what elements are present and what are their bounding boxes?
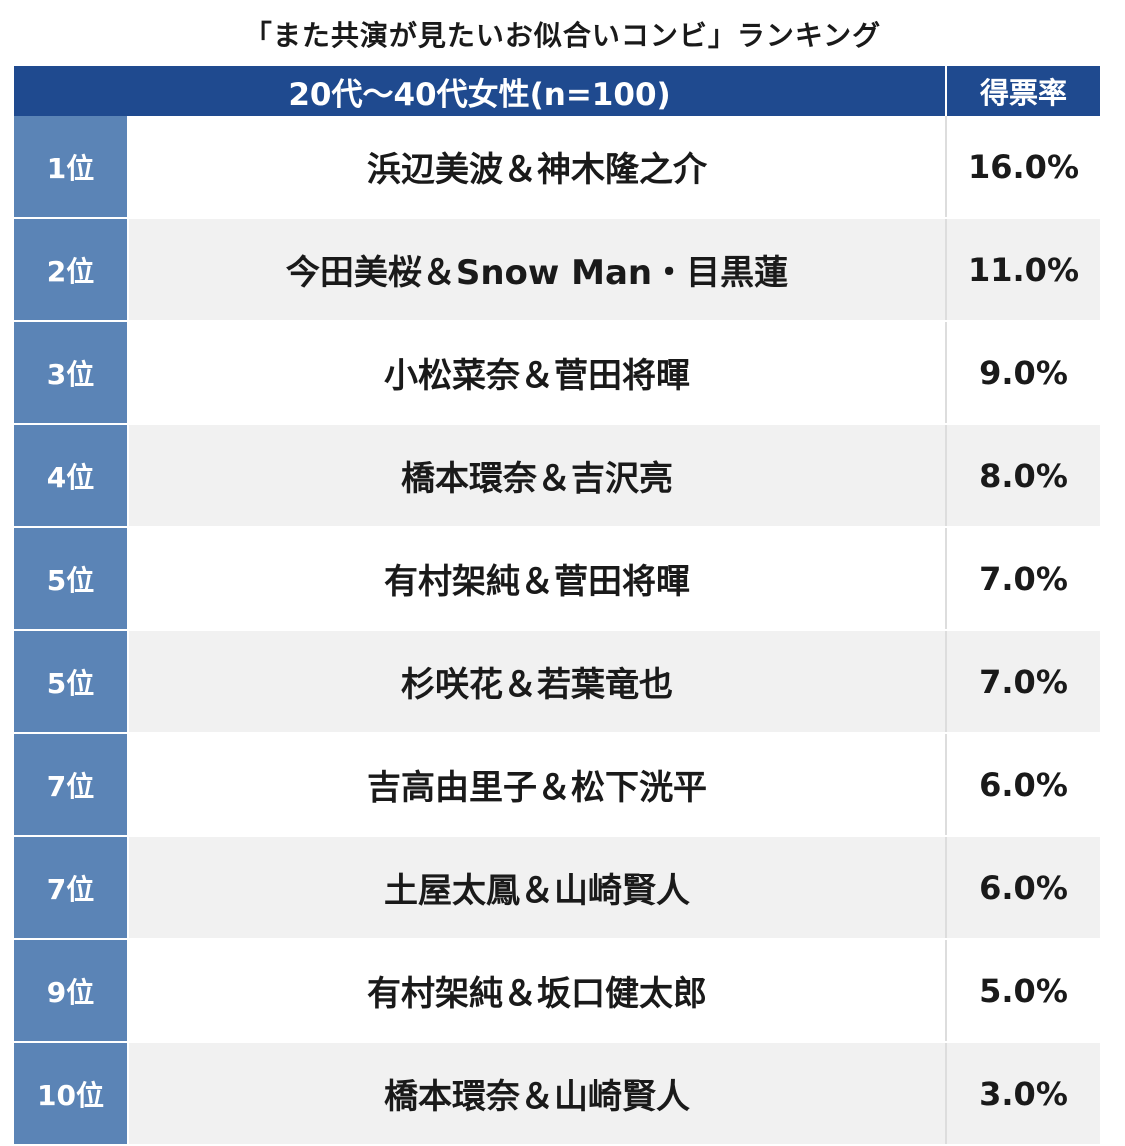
table-row: 7位 土屋太鳳＆山崎賢人 6.0% [14,837,1100,940]
vote-rate-cell: 6.0% [947,837,1100,938]
combo-name-cell: 浜辺美波＆神木隆之介 [129,116,947,217]
combo-name-cell: 土屋太鳳＆山崎賢人 [129,837,947,938]
chart-title: 「また共演が見たいお似合いコンビ」ランキング [243,19,882,52]
vote-rate-cell: 3.0% [947,1043,1100,1144]
combo-name-cell: 有村架純＆菅田将暉 [129,528,947,629]
rank-cell: 1位 [14,116,129,217]
header-rate-label: 得票率 [979,76,1067,110]
header-group-label: 20代〜40代女性(n=100) [14,66,947,116]
table-row: 3位 小松菜奈＆菅田将暉 9.0% [14,322,1100,425]
table-row: 4位 橋本環奈＆吉沢亮 8.0% [14,425,1100,528]
rank-cell: 9位 [14,940,129,1041]
table-row: 1位 浜辺美波＆神木隆之介 16.0% [14,116,1100,219]
vote-rate-cell: 8.0% [947,425,1100,526]
rank-cell: 5位 [14,631,129,732]
table-row: 9位 有村架純＆坂口健太郎 5.0% [14,940,1100,1043]
rank-cell: 7位 [14,734,129,835]
table-row: 5位 杉咲花＆若葉竜也 7.0% [14,631,1100,734]
vote-rate-cell: 5.0% [947,940,1100,1041]
vote-rate-cell: 11.0% [947,219,1100,320]
rank-cell: 7位 [14,837,129,938]
table-header: 20代〜40代女性(n=100) 得票率 [14,66,1100,116]
combo-name-cell: 橋本環奈＆山崎賢人 [129,1043,947,1144]
rank-cell: 3位 [14,322,129,423]
combo-name-cell: 橋本環奈＆吉沢亮 [129,425,947,526]
rank-cell: 10位 [14,1043,129,1144]
combo-name-cell: 今田美桜＆Snow Man・目黒蓮 [129,219,947,320]
combo-name-cell: 吉高由里子＆松下洸平 [129,734,947,835]
vote-rate-cell: 9.0% [947,322,1100,423]
table-row: 7位 吉高由里子＆松下洸平 6.0% [14,734,1100,837]
combo-name-cell: 小松菜奈＆菅田将暉 [129,322,947,423]
vote-rate-cell: 6.0% [947,734,1100,835]
vote-rate-cell: 7.0% [947,528,1100,629]
combo-name-cell: 杉咲花＆若葉竜也 [129,631,947,732]
table-row: 5位 有村架純＆菅田将暉 7.0% [14,528,1100,631]
rank-cell: 2位 [14,219,129,320]
vote-rate-cell: 16.0% [947,116,1100,217]
rank-cell: 5位 [14,528,129,629]
table-body: 1位 浜辺美波＆神木隆之介 16.0% 2位 今田美桜＆Snow Man・目黒蓮 11.0… [14,116,1100,1146]
combo-name-cell: 有村架純＆坂口健太郎 [129,940,947,1041]
table-row: 10位 橋本環奈＆山崎賢人 3.0% [14,1043,1100,1146]
table-row: 2位 今田美桜＆Snow Man・目黒蓮 11.0% [14,219,1100,322]
vote-rate-cell: 7.0% [947,631,1100,732]
rank-cell: 4位 [14,425,129,526]
ranking-table: 20代〜40代女性(n=100) 得票率 1位 浜辺美波＆神木隆之介 16.0% 2位… [14,66,1100,1146]
